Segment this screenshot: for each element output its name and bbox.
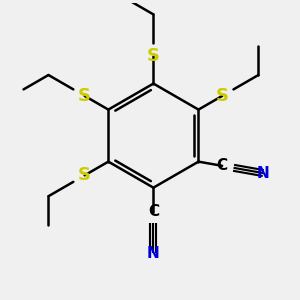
Text: N: N — [257, 166, 270, 181]
Text: S: S — [78, 166, 91, 184]
Text: C: C — [148, 204, 159, 219]
Text: C: C — [217, 158, 228, 173]
Text: N: N — [147, 246, 160, 261]
Text: S: S — [78, 87, 91, 105]
Text: S: S — [147, 47, 160, 65]
Text: S: S — [216, 87, 229, 105]
